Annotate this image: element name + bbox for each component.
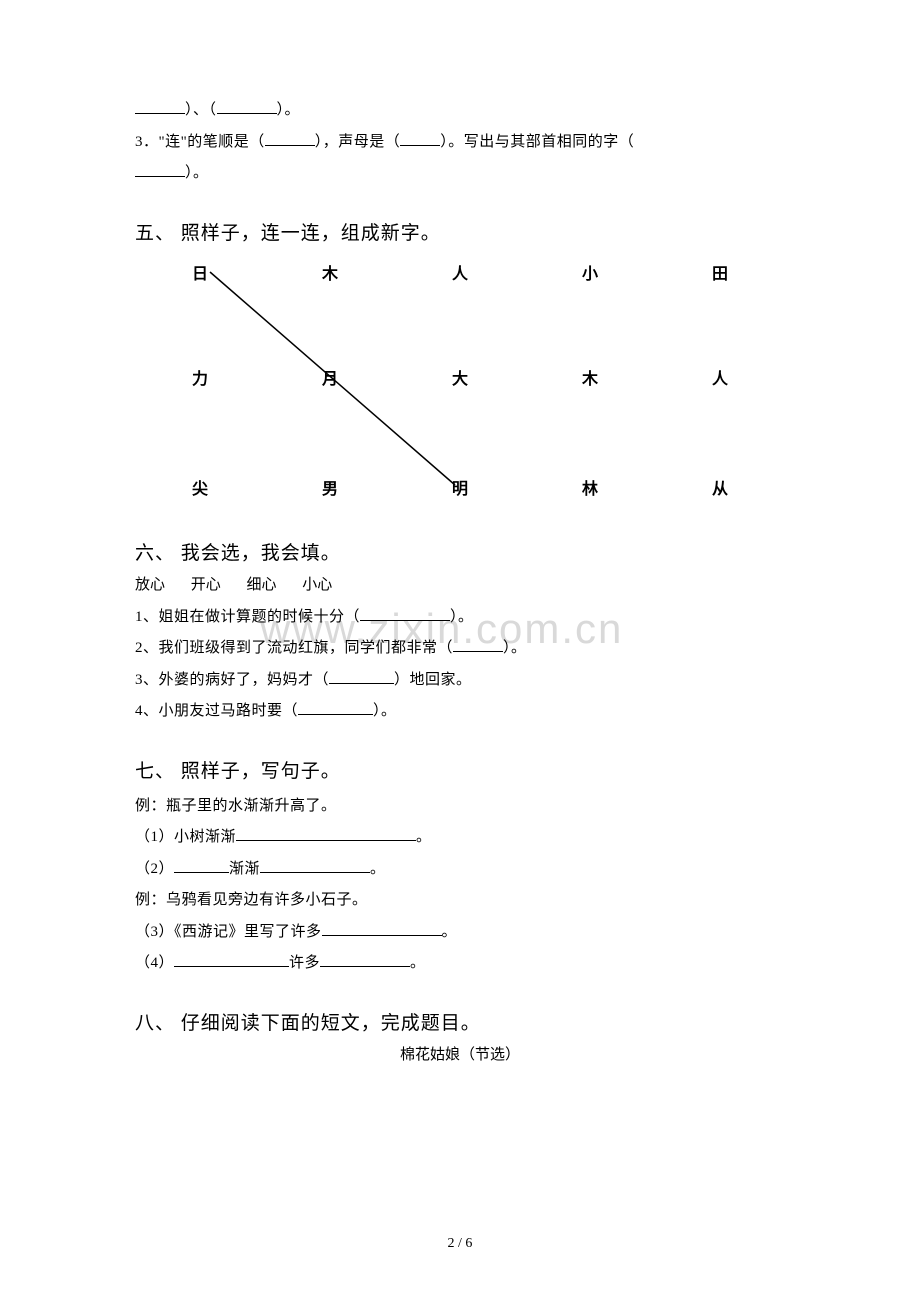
section-6-heading: 六、 我会选，我会填。 [135,538,785,565]
s7-q4: （4）许多。 [135,948,785,980]
char-bot-0: 尖 [190,475,210,499]
char-mid-0: 力 [190,365,210,389]
char-bot-1: 男 [320,475,340,499]
char-row-mid: 力 月 大 木 人 [135,365,785,389]
char-mid-1: 月 [320,365,340,389]
s6-q2: 2、我们班级得到了流动红旗，同学们都非常（）。 [135,633,785,665]
intro-line-2: 3．"连"的笔顺是（），声母是（）。写出与其部首相同的字（ [135,127,785,159]
char-top-0: 日 [190,260,210,284]
s7-ex1: 例：瓶子里的水渐渐升高了。 [135,791,785,823]
intro-line-3: ）。 [135,158,785,190]
s7-q2: （2）渐渐。 [135,854,785,886]
char-top-1: 木 [320,260,340,284]
char-bot-3: 林 [580,475,600,499]
char-row-top: 日 木 人 小 田 [135,260,785,284]
passage-title: 棉花姑娘（节选） [135,1043,785,1064]
char-top-2: 人 [450,260,470,284]
word-0: 放心 [135,577,165,593]
word-3: 小心 [302,577,332,593]
s6-q4: 4、小朋友过马路时要（）。 [135,696,785,728]
char-bot-2: 明 [450,475,470,499]
s7-q1: （1）小树渐渐。 [135,822,785,854]
s6-q1: 1、姐姐在做计算题的时候十分（）。 [135,602,785,634]
word-1: 开心 [191,577,221,593]
word-2: 细心 [247,577,277,593]
s7-ex2: 例：乌鸦看见旁边有许多小石子。 [135,885,785,917]
section-8-heading: 八、 仔细阅读下面的短文，完成题目。 [135,1008,785,1035]
s7-q3: （3）《西游记》里写了许多。 [135,917,785,949]
char-mid-4: 人 [710,365,730,389]
char-top-4: 田 [710,260,730,284]
intro-line-1: ）、（）。 [135,95,785,127]
char-mid-2: 大 [450,365,470,389]
section-5-heading: 五、 照样子，连一连，组成新字。 [135,218,785,245]
page-content: ）、（）。 3．"连"的笔顺是（），声母是（）。写出与其部首相同的字（ ）。 五… [135,95,785,1064]
page-number: 2 / 6 [0,1236,920,1252]
char-bot-4: 从 [710,475,730,499]
section-7-heading: 七、 照样子，写句子。 [135,756,785,783]
s6-q3: 3、外婆的病好了，妈妈才（）地回家。 [135,665,785,697]
word-bank: 放心 开心 细心 小心 [135,573,785,594]
matching-diagram: 日 木 人 小 田 力 月 大 木 人 尖 男 明 林 从 [135,260,785,510]
char-top-3: 小 [580,260,600,284]
char-row-bot: 尖 男 明 林 从 [135,475,785,499]
char-mid-3: 木 [580,365,600,389]
